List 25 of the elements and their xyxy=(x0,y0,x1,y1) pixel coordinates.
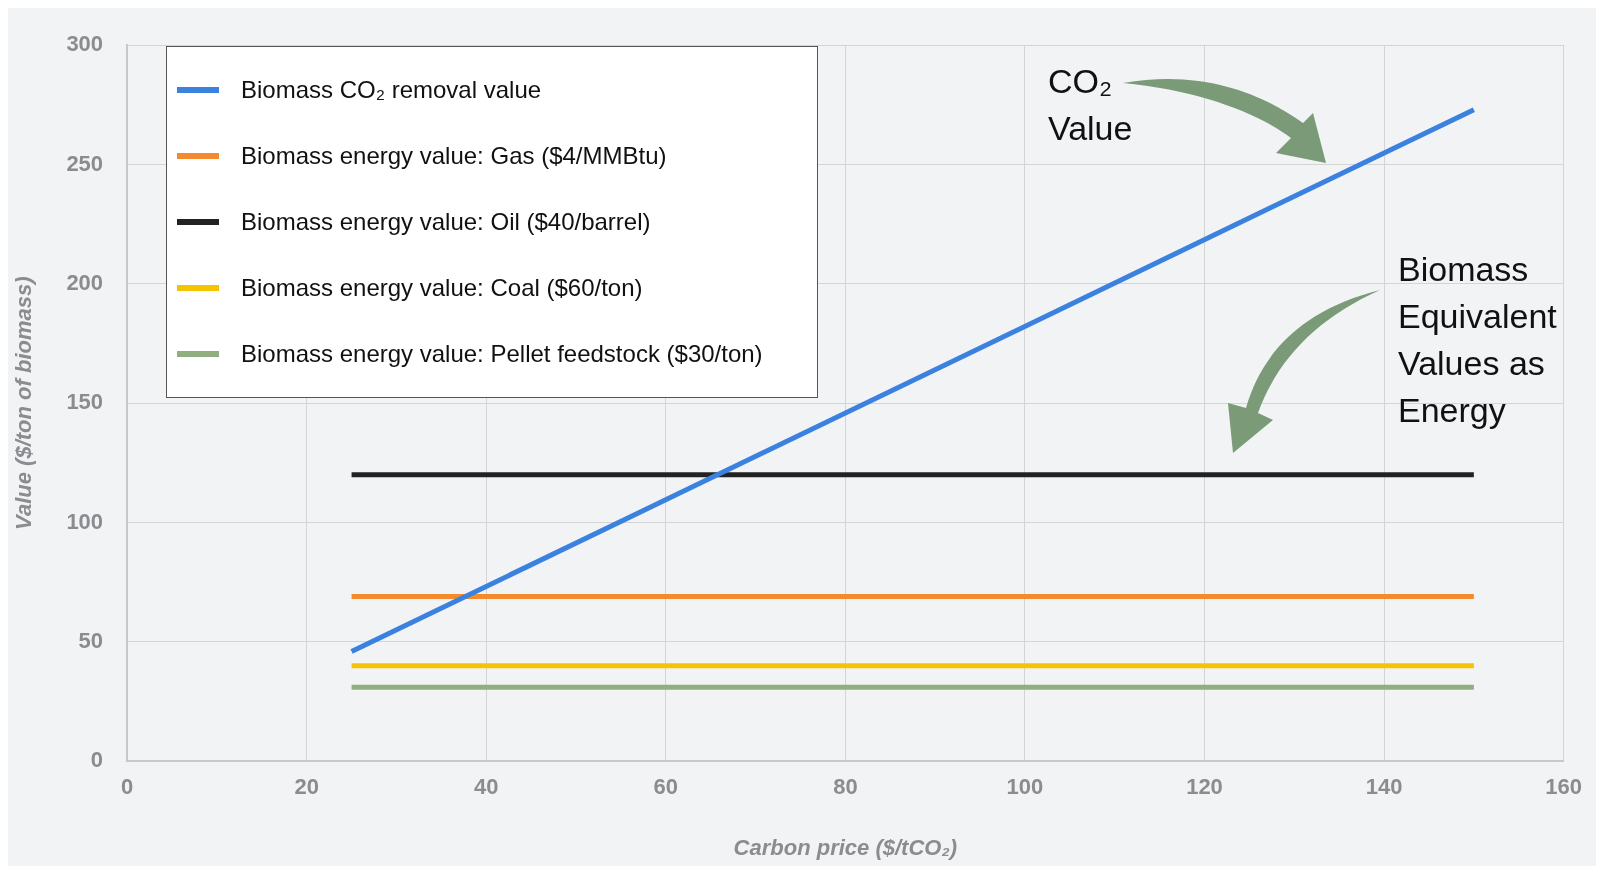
x-tick-label: 20 xyxy=(294,774,319,800)
annotation: CO₂ Value xyxy=(1048,61,1133,149)
legend-label: Biomass CO₂ removal value xyxy=(241,76,542,104)
y-tick-label: 300 xyxy=(66,31,104,57)
x-tick-label: 60 xyxy=(653,774,679,800)
x-tick-label: 100 xyxy=(1006,774,1044,800)
y-tick-label: 100 xyxy=(66,508,104,534)
legend-label: Biomass energy value: Gas ($4/MMBtu) xyxy=(241,142,667,170)
legend-label: Biomass energy value: Oil ($40/barrel) xyxy=(241,208,651,236)
legend-label: Biomass energy value: Coal ($60/ton) xyxy=(241,274,643,302)
y-tick-label: 150 xyxy=(66,389,104,415)
y-tick-label: 200 xyxy=(66,269,104,295)
x-axis-title: Carbon price ($/tCO₂) xyxy=(733,834,958,860)
x-tick-label: 80 xyxy=(833,774,858,800)
x-tick-label: 160 xyxy=(1545,774,1583,800)
y-tick-label: 0 xyxy=(90,747,104,773)
annotation: Biomass Equivalent Values as Energy xyxy=(1398,249,1557,431)
y-axis-title: Value ($/ton of biomass) xyxy=(11,276,37,530)
x-tick-label: 40 xyxy=(474,774,499,800)
y-tick-label: 50 xyxy=(78,627,104,653)
x-tick-label: 120 xyxy=(1186,774,1223,800)
x-tick-label: 140 xyxy=(1365,774,1403,800)
x-tick-label: 0 xyxy=(120,774,134,800)
legend-label: Biomass energy value: Pellet feedstock ($30/ton) xyxy=(241,340,763,368)
y-tick-label: 250 xyxy=(66,150,104,176)
